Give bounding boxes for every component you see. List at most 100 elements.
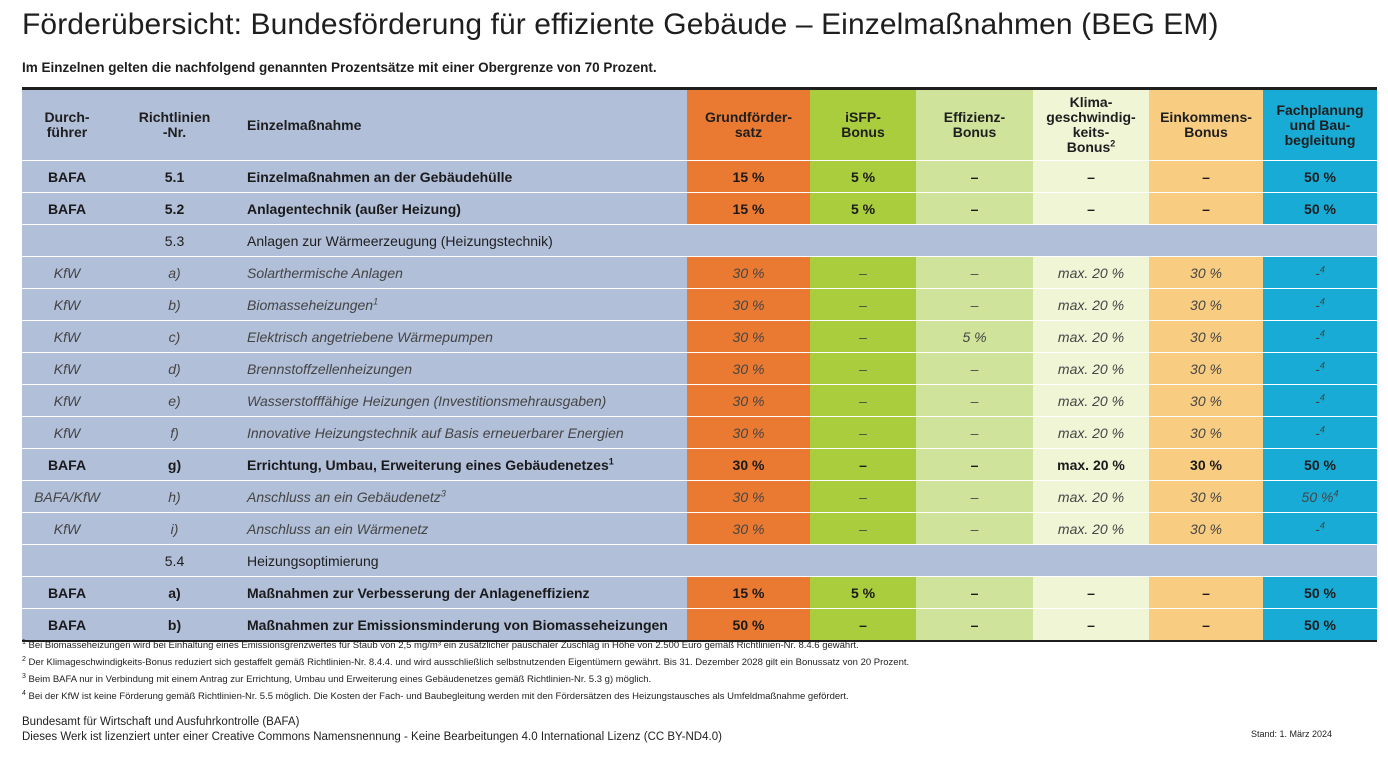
footnote-ref: 4: [1319, 263, 1325, 274]
cell-isfp-bonus: –: [810, 384, 916, 417]
fachplanung-value: -: [1315, 328, 1320, 345]
fachplanung-value: 50 %: [1304, 168, 1336, 185]
table-row: KfW e) Wasserstofffähige Heizungen (Inve…: [22, 384, 1377, 417]
cell-richtlinien-nr: i): [112, 512, 237, 545]
header-klima-line3: keits-: [1072, 124, 1110, 140]
table-row: KfW i) Anschluss an ein Wärmenetz 30 % –…: [22, 512, 1377, 545]
cell-durchfuehrer: KfW: [22, 512, 112, 545]
footnote-text: Bei der KfW ist keine Förderung gemäß Ri…: [28, 691, 849, 702]
cell-durchfuehrer: KfW: [22, 256, 112, 289]
cell-grundfoerdersatz: 30 %: [687, 256, 810, 289]
header-grund-line1: Grundförder-: [704, 109, 793, 125]
cell-massnahme: Errichtung, Umbau, Erweiterung eines Geb…: [237, 448, 687, 481]
cell-durchfuehrer: BAFA: [22, 160, 112, 193]
cell-isfp-bonus: 5 %: [810, 192, 916, 225]
footnote-ref: 4: [1319, 327, 1325, 338]
cell-fachplanung: -4: [1263, 416, 1377, 449]
cell-isfp-bonus: –: [810, 480, 916, 513]
cell-fachplanung: -4: [1263, 288, 1377, 321]
massnahme-text: Maßnahmen zur Emissionsminderung von Bio…: [247, 616, 668, 633]
table-row: BAFA 5.2 Anlagentechnik (außer Heizung) …: [22, 192, 1377, 225]
header-isfp-bonus: iSFP- Bonus: [810, 90, 916, 161]
header-klima-footnote-ref: 2: [1110, 138, 1116, 149]
header-klima-line1: Klima-: [1069, 94, 1113, 110]
cell-grundfoerdersatz: 30 %: [687, 352, 810, 385]
cell-klima-bonus: max. 20 %: [1033, 512, 1149, 545]
footnote-item: 3 Beim BAFA nur in Verbindung mit einem …: [22, 673, 1362, 687]
table-row: KfW d) Brennstoffzellenheizungen 30 % – …: [22, 352, 1377, 385]
fachplanung-value: -: [1315, 424, 1320, 441]
cell-effizienz-bonus: –: [916, 608, 1033, 640]
cell-massnahme: Elektrisch angetriebene Wärmepumpen: [237, 320, 687, 353]
footnote-ref: 4: [1333, 487, 1339, 498]
cell-richtlinien-nr: d): [112, 352, 237, 385]
cell-einkommens-bonus: 30 %: [1149, 416, 1263, 449]
cell-effizienz-bonus: –: [916, 576, 1033, 609]
cell-isfp-bonus: –: [810, 320, 916, 353]
cell-group-title: Heizungsoptimierung: [237, 544, 1377, 577]
cell-isfp-bonus: –: [810, 416, 916, 449]
cell-fachplanung: -4: [1263, 320, 1377, 353]
cell-effizienz-bonus: –: [916, 384, 1033, 417]
cell-richtlinien-nr: 5.4: [112, 544, 237, 577]
cell-klima-bonus: max. 20 %: [1033, 320, 1149, 353]
header-durchfuehrer-line2: führer: [46, 124, 88, 140]
cell-einkommens-bonus: 30 %: [1149, 512, 1263, 545]
cell-einkommens-bonus: –: [1149, 608, 1263, 640]
cell-grundfoerdersatz: 30 %: [687, 320, 810, 353]
footnote-ref: 4: [1319, 295, 1325, 306]
cell-klima-bonus: –: [1033, 160, 1149, 193]
cell-richtlinien-nr: b): [112, 608, 237, 640]
table-row: KfW b) Biomasseheizungen1 30 % – – max. …: [22, 288, 1377, 321]
header-einkommens-bonus: Einkommens- Bonus: [1149, 90, 1263, 161]
header-fach-line1: Fachplanung: [1276, 101, 1364, 118]
cell-klima-bonus: –: [1033, 608, 1149, 640]
footnote-number: 3: [22, 672, 26, 680]
header-grundfoerdersatz: Grundförder- satz: [687, 90, 810, 161]
header-eink-line1: Einkommens-: [1160, 109, 1252, 125]
cell-effizienz-bonus: –: [916, 288, 1033, 321]
funding-table-wrapper: Durch- führer Richtlinien -Nr. Einzelmaß…: [22, 87, 1377, 642]
cell-fachplanung: -4: [1263, 256, 1377, 289]
cell-grundfoerdersatz: 30 %: [687, 416, 810, 449]
cell-massnahme: Innovative Heizungstechnik auf Basis ern…: [237, 416, 687, 449]
cell-einkommens-bonus: 30 %: [1149, 320, 1263, 353]
table-row: KfW f) Innovative Heizungstechnik auf Ba…: [22, 416, 1377, 449]
cell-isfp-bonus: 5 %: [810, 576, 916, 609]
massnahme-text: Maßnahmen zur Verbesserung der Anlagenef…: [247, 584, 590, 601]
header-richtlinien-line2: -Nr.: [162, 124, 187, 140]
cell-klima-bonus: max. 20 %: [1033, 480, 1149, 513]
cell-effizienz-bonus: –: [916, 512, 1033, 545]
massnahme-text: Anschluss an ein Wärmenetz: [247, 520, 429, 537]
cell-isfp-bonus: –: [810, 512, 916, 545]
cell-isfp-bonus: –: [810, 288, 916, 321]
cell-grundfoerdersatz: 30 %: [687, 288, 810, 321]
massnahme-text: Elektrisch angetriebene Wärmepumpen: [247, 328, 493, 345]
cell-richtlinien-nr: a): [112, 256, 237, 289]
cell-klima-bonus: –: [1033, 192, 1149, 225]
table-row: BAFA a) Maßnahmen zur Verbesserung der A…: [22, 576, 1377, 609]
cell-richtlinien-nr: 5.2: [112, 192, 237, 225]
cell-effizienz-bonus: 5 %: [916, 320, 1033, 353]
cell-einkommens-bonus: 30 %: [1149, 448, 1263, 481]
cell-klima-bonus: max. 20 %: [1033, 448, 1149, 481]
massnahme-text: Errichtung, Umbau, Erweiterung eines Geb…: [247, 456, 609, 473]
massnahme-text: Einzelmaßnahmen an der Gebäudehülle: [247, 168, 513, 185]
cell-grundfoerdersatz: 15 %: [687, 576, 810, 609]
massnahme-text: Brennstoffzellenheizungen: [247, 360, 413, 377]
cell-durchfuehrer: BAFA: [22, 192, 112, 225]
fachplanung-value: -: [1315, 520, 1320, 537]
cell-effizienz-bonus: –: [916, 416, 1033, 449]
footnote-ref: 4: [1319, 423, 1325, 434]
page-title: Förderübersicht: Bundesförderung für eff…: [22, 8, 1219, 41]
header-durchfuehrer: Durch- führer: [22, 90, 112, 161]
massnahme-text: Anschluss an ein Gebäudenetz: [247, 488, 441, 505]
cell-durchfuehrer: [22, 224, 112, 257]
header-einzelmassnahme: Einzelmaßnahme: [237, 90, 687, 161]
cell-massnahme: Wasserstofffähige Heizungen (Investition…: [237, 384, 687, 417]
table-header: Durch- führer Richtlinien -Nr. Einzelmaß…: [22, 90, 1377, 161]
cell-massnahme: Biomasseheizungen1: [237, 288, 687, 321]
publisher-info: Bundesamt für Wirtschaft und Ausfuhrkont…: [22, 715, 722, 745]
massnahme-text: Biomasseheizungen: [247, 296, 374, 313]
cell-isfp-bonus: –: [810, 608, 916, 640]
